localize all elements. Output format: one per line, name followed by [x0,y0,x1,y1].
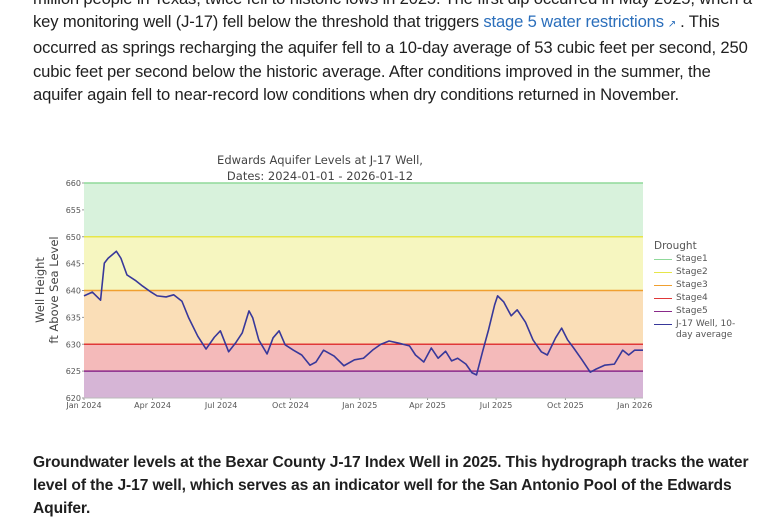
legend-swatch [654,272,672,273]
x-tick-label: Jan 2024 [65,401,101,410]
stage-band [84,371,643,398]
y-tick-label: 640 [66,287,81,296]
data-line [83,250,643,376]
y-tick-label: 635 [66,313,81,322]
x-tick-label: Oct 2025 [547,401,584,410]
legend-item[interactable]: Stage2 [654,267,754,278]
x-tick-label: Jul 2025 [479,401,513,410]
intro-paragraph: million people in Texas, twice fell to h… [33,0,763,106]
external-icon: ↗ [667,19,677,31]
page: {"article": { "intro_before": "million p… [33,0,763,518]
chart-title: Edwards Aquifer Levels at J-17 Well, [217,153,423,167]
stage-band [84,236,643,291]
legend-label: Stage2 [676,267,708,277]
stage5-link[interactable]: stage 5 water restrictions [483,12,664,32]
intro-text: million people in Texas, twice fell to h… [33,0,752,32]
y-tick-label: 650 [66,233,81,242]
legend-item[interactable]: Stage4 [654,293,754,304]
x-tick-label: Jul 2024 [204,401,238,410]
x-tick-label: Jan 2025 [341,401,377,410]
legend: Drought Stage1 Stage2 Stage3 Stage4 Stage5 J-… [654,240,754,343]
legend-label: Stage4 [676,293,708,303]
y-tick-label: 630 [66,340,81,349]
legend-label: J-17 Well, 10-day average [676,319,736,340]
stage-band [84,290,643,345]
stage-band [84,183,643,237]
chart: Edwards Aquifer Levels at J-17 Well, Dat… [33,153,652,410]
chart-subtitle: Dates: 2024-01-01 - 2026-01-12 [227,169,413,183]
y-tick-label: 645 [66,260,81,269]
legend-swatch [654,311,672,312]
legend-label: Stage5 [676,306,708,316]
figure-caption: Groundwater levels at the Bexar County J… [33,454,749,518]
y-tick-label: 655 [66,206,81,215]
legend-label: Stage3 [676,280,708,290]
legend-item[interactable]: Stage5 [654,306,754,317]
x-tick-label: Jan 2026 [616,401,652,410]
legend-item[interactable]: Stage1 [654,254,754,265]
y-tick-label: 625 [66,367,81,376]
intro-text: . This occurred as springs recharging th… [33,12,748,104]
legend-swatch [654,259,672,260]
legend-swatch [654,324,672,325]
legend-item[interactable]: J-17 Well, 10-day average [654,319,754,341]
y-axis-title: Well Height [33,257,47,323]
x-tick-label: Apr 2024 [134,401,171,410]
legend-swatch [654,298,672,299]
y-axis-title: ft Above Sea Level [47,236,61,343]
y-tick-label: 620 [66,394,81,403]
x-tick-label: Apr 2025 [409,401,446,410]
legend-item[interactable]: Stage3 [654,280,754,291]
x-tick-label: Oct 2024 [272,401,309,410]
y-tick-label: 660 [66,179,81,188]
legend-title: Drought [654,240,697,252]
legend-swatch [654,285,672,286]
legend-label: Stage1 [676,254,708,264]
